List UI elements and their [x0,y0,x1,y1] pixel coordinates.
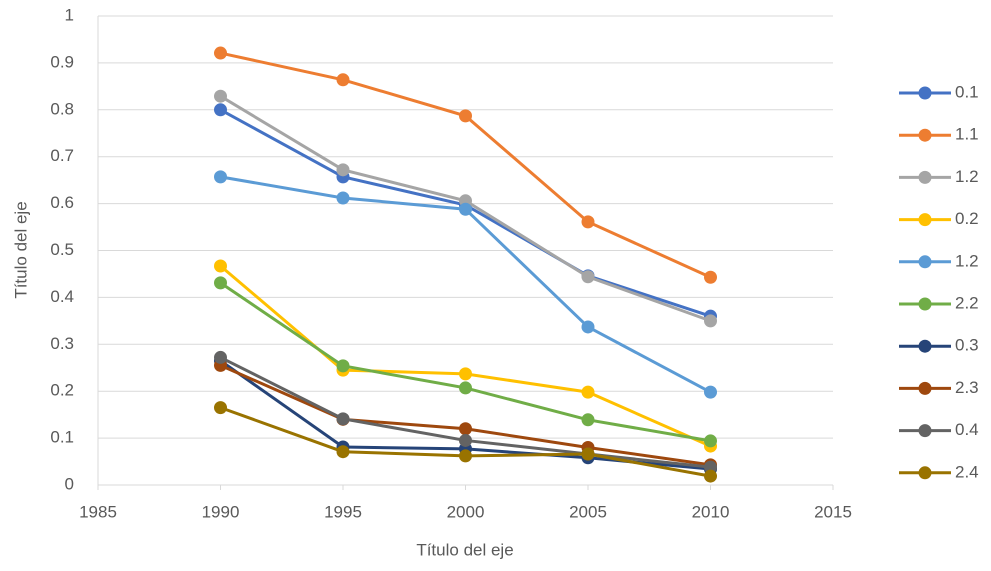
legend-label: 1.1 [955,125,979,144]
data-point [336,445,350,459]
data-point [214,350,227,364]
x-tick-label: 1985 [79,502,117,521]
data-point [459,367,472,381]
x-tick-label: 2015 [814,502,852,521]
data-point [336,191,350,205]
legend-marker [918,128,932,142]
data-point [336,163,350,177]
legend-marker [918,170,932,184]
data-point [704,460,717,474]
data-point [459,433,472,447]
data-point [581,413,595,427]
data-point [214,46,227,60]
y-tick-label: 0 [65,474,74,493]
legend-marker [918,213,932,227]
data-point [214,170,227,184]
legend-label: 0.3 [955,336,979,355]
legend-label: 0.2 [955,209,979,228]
legend-marker [918,339,932,353]
legend-marker [918,381,932,395]
data-point [336,359,350,373]
y-tick-label: 0.6 [50,193,74,212]
data-point [459,449,472,463]
y-tick-label: 0.2 [50,381,74,400]
legend-label: 2.3 [955,378,979,397]
series-line [219,281,711,443]
x-tick-label: 1990 [202,502,240,521]
data-point [704,434,717,448]
data-point [214,401,227,415]
data-point [336,73,350,87]
data-point [459,109,472,123]
x-tick-label: 1995 [324,502,362,521]
x-tick-label: 2000 [447,502,485,521]
legend-label: 0.1 [955,82,979,101]
data-point [581,215,595,229]
series-line [220,51,712,279]
y-tick-label: 0.7 [50,146,74,165]
legend-marker [918,466,932,480]
data-point [581,320,595,334]
y-tick-label: 0.3 [50,334,74,353]
legend-marker [918,297,932,311]
legend-marker [918,424,932,438]
data-point [214,276,227,290]
legend-label: 0.4 [955,420,979,439]
data-point [581,385,595,399]
data-point [704,469,717,483]
data-point [459,381,472,395]
legend-label: 1.2 [955,251,979,270]
data-point [704,270,717,284]
y-axis-title: Título del eje [11,201,30,298]
legend-marker [918,255,932,269]
legend-label: 2.2 [955,293,979,312]
x-tick-label: 2010 [692,502,730,521]
y-tick-label: 0.1 [50,428,74,447]
data-point [459,202,472,216]
data-point [581,447,595,461]
x-tick-label: 2005 [569,502,607,521]
x-axis-title: Título del eje [416,540,513,559]
data-point [704,314,717,328]
data-point [214,103,227,117]
y-tick-label: 0.8 [50,99,74,118]
y-tick-label: 0.4 [50,287,74,306]
data-point [704,385,717,399]
data-point [459,422,472,436]
y-tick-label: 0.5 [50,240,74,259]
y-tick-label: 0.9 [50,52,74,71]
data-point [336,412,350,426]
data-point [581,270,595,284]
legend-label: 2.4 [955,462,979,481]
y-tick-label: 1 [65,5,74,24]
legend-label: 1.2 [955,167,979,186]
data-point [214,259,227,273]
data-point [214,89,227,103]
legend-marker [918,86,932,100]
